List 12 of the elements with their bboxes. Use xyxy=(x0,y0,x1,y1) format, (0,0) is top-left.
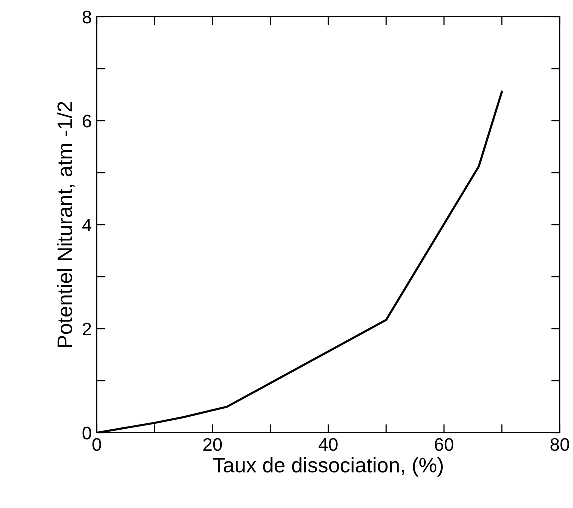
y-tick-label: 0 xyxy=(82,426,92,440)
y-tick-label: 2 xyxy=(83,322,92,336)
y-tick-label: 8 xyxy=(82,10,92,24)
x-tick-label: 20 xyxy=(204,438,222,452)
y-tick-label: 4 xyxy=(82,219,92,232)
x-tick-label: 80 xyxy=(550,438,570,452)
y-axis-title: Potentiel Niturant, atm -1/2 xyxy=(57,102,75,348)
x-tick-label: 0 xyxy=(92,438,102,452)
x-tick-label: 40 xyxy=(318,438,338,452)
x-tick-label: 60 xyxy=(435,438,454,452)
x-axis-title: Taux de dissociation, (%) xyxy=(213,457,444,477)
y-tick-label: 6 xyxy=(83,114,92,128)
